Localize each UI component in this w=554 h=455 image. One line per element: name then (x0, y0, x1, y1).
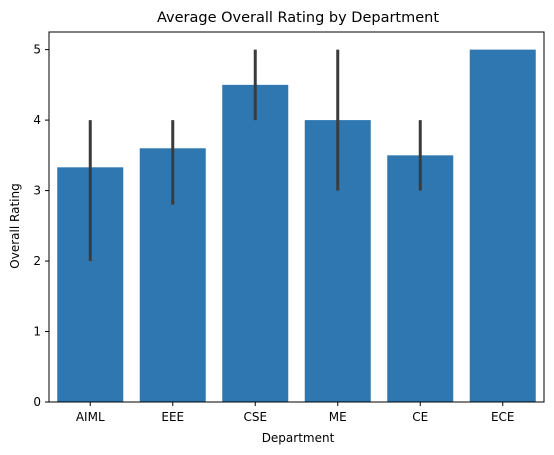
x-axis-label: Department (262, 431, 335, 445)
bars-group (57, 49, 536, 402)
x-tick-label: CE (412, 410, 428, 424)
plot-frame (48, 31, 545, 403)
y-tick-label: 4 (33, 113, 41, 127)
bar-ece (469, 49, 536, 402)
error-bars-group (88, 49, 422, 262)
y-tick-label: 0 (33, 395, 41, 409)
x-tick-label: ME (329, 410, 347, 424)
x-tick-label: ECE (491, 410, 515, 424)
y-axis: 0 1 2 3 4 5 (33, 43, 49, 409)
bar-ce (387, 155, 454, 402)
y-tick-label: 1 (33, 325, 41, 339)
x-tick-label: CSE (243, 410, 267, 424)
x-tick-label: EEE (161, 410, 184, 424)
y-tick-label: 3 (33, 184, 41, 198)
bar-cse (222, 84, 289, 402)
x-axis: AIML EEE CSE ME CE ECE (76, 402, 515, 424)
y-tick-label: 5 (33, 43, 41, 57)
x-tick-label: AIML (76, 410, 105, 424)
y-tick-label: 2 (33, 254, 41, 268)
chart-title: Average Overall Rating by Department (157, 10, 439, 26)
y-axis-label: Overall Rating (8, 183, 22, 268)
